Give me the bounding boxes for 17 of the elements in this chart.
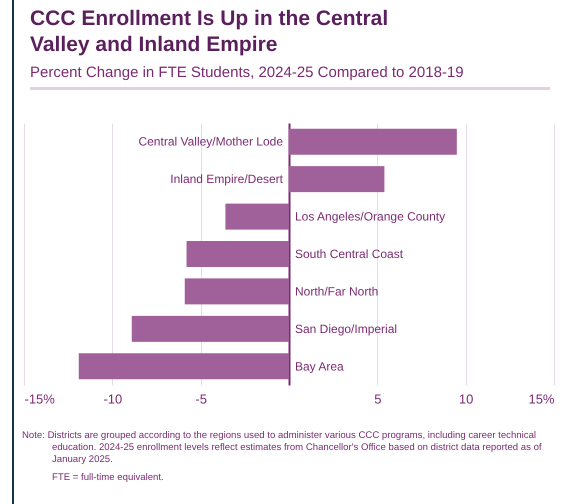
x-tick-label: -15% (24, 392, 56, 406)
x-tick-label: 15% (528, 392, 555, 406)
y-tick-label: South Central Coast (295, 247, 404, 261)
text: Note: Districts are grouped according to the regions used to administer various CCC programs, including career technical education. 2024-25 enrollment levels reflect estimates from Chancellor's Office based on district data reported as of January 2025. (22, 430, 543, 466)
y-tick-label: Inland Empire/Desert (170, 172, 284, 186)
chart-subtitle: Percent Change in FTE Students, 2024-25 Compared to 2018-19 (30, 64, 550, 90)
y-tick-label: North/Far North (295, 284, 378, 298)
x-tick-label: -10 (103, 392, 122, 406)
y-tick-label: Bay Area (295, 359, 344, 374)
y-tick-label: San Diego/Imperial (295, 322, 398, 336)
x-tick-label: 10 (458, 392, 474, 406)
x-tick-label: -5 (195, 392, 207, 406)
text: FTE = full-time equivalent. (51, 472, 165, 484)
x-tick-label: 5 (374, 392, 382, 406)
chart-title: CCC Enrollment Is Up in the Central Valley and Inland Empire (30, 6, 390, 58)
y-tick-label: Central Valley/Mother Lode (138, 134, 284, 149)
y-tick-label: Los Angeles/Orange County (295, 210, 446, 224)
